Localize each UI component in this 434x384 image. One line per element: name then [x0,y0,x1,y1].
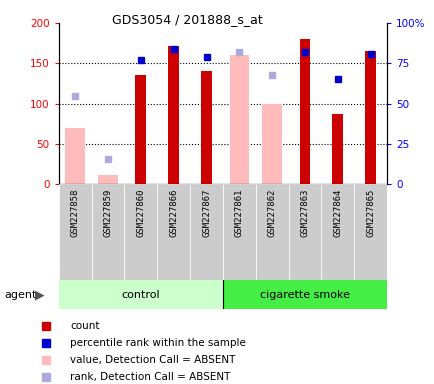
Text: ▶: ▶ [35,288,45,301]
Bar [168,46,179,184]
Bar [157,184,190,282]
Bar [255,184,288,282]
Bar [353,184,386,282]
Bar [201,71,211,184]
Bar [98,175,118,184]
Text: GSM227859: GSM227859 [103,188,112,237]
Text: count: count [70,321,100,331]
Text: control: control [121,290,160,300]
Text: value, Detection Call = ABSENT: value, Detection Call = ABSENT [70,355,235,365]
Text: percentile rank within the sample: percentile rank within the sample [70,338,246,348]
Text: GSM227864: GSM227864 [332,188,342,237]
Text: GSM227862: GSM227862 [267,188,276,237]
Bar [135,76,146,184]
Bar [59,184,92,282]
Bar [332,114,342,184]
Text: agent: agent [4,290,36,300]
Bar [190,184,223,282]
Bar [222,184,255,282]
Bar [229,55,249,184]
Bar [321,184,353,282]
Bar [288,184,321,282]
Text: rank, Detection Call = ABSENT: rank, Detection Call = ABSENT [70,372,230,382]
Bar [65,128,85,184]
Bar [222,280,386,309]
Bar [365,51,375,184]
Bar [59,280,223,309]
Text: GSM227861: GSM227861 [234,188,243,237]
Text: GDS3054 / 201888_s_at: GDS3054 / 201888_s_at [112,13,262,26]
Bar [299,39,310,184]
Text: cigarette smoke: cigarette smoke [260,290,349,300]
Text: GSM227860: GSM227860 [136,188,145,237]
Text: GSM227866: GSM227866 [169,188,178,237]
Text: GSM227858: GSM227858 [70,188,79,237]
Text: GSM227865: GSM227865 [365,188,375,237]
Text: GSM227863: GSM227863 [300,188,309,237]
Bar [262,104,281,184]
Text: GSM227867: GSM227867 [201,188,210,237]
Bar [124,184,157,282]
Bar [92,184,124,282]
